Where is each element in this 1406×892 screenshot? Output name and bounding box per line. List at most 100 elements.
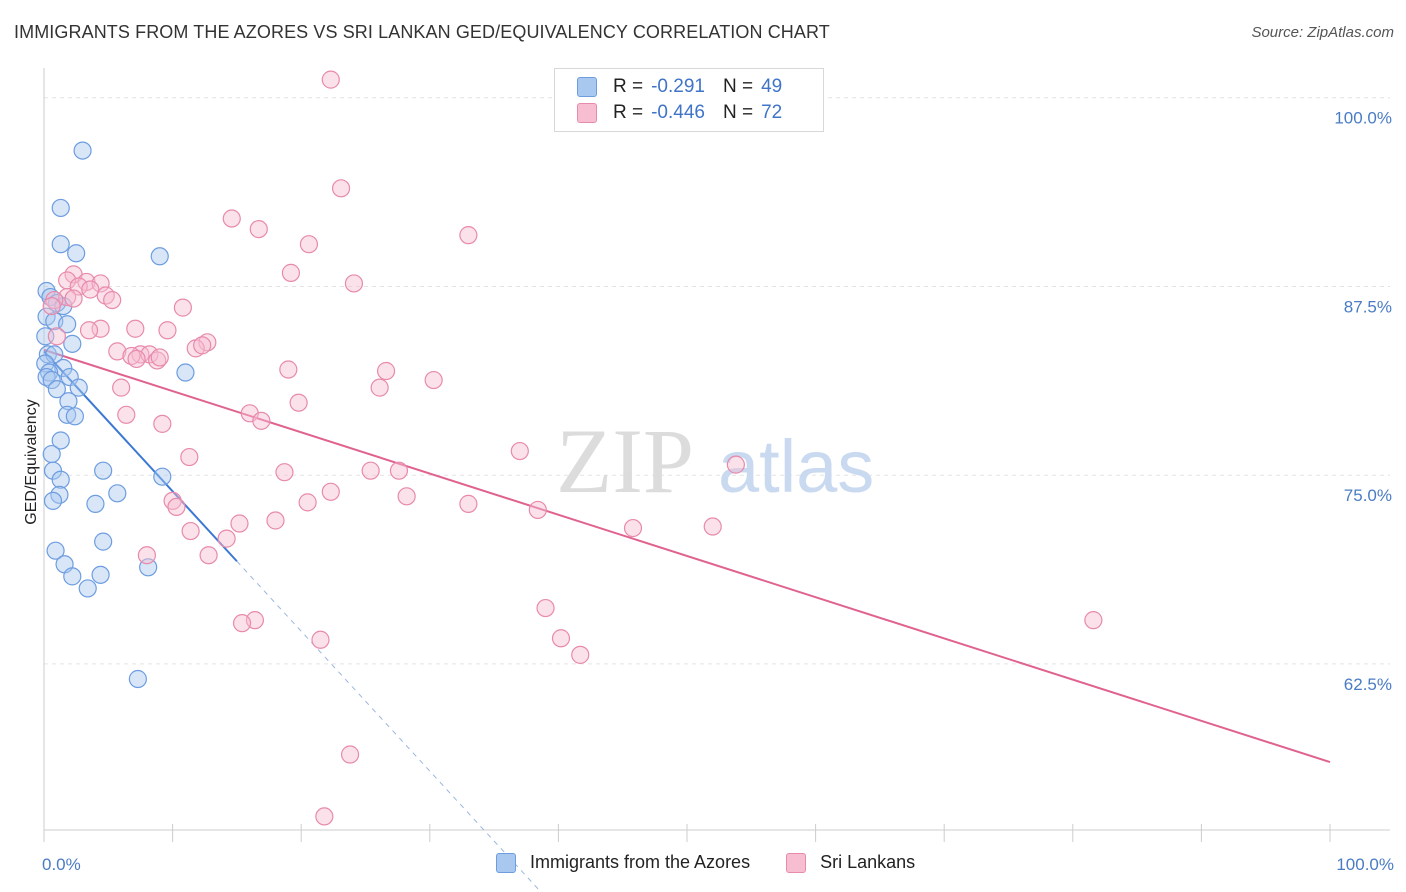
point-srilankans bbox=[726, 455, 745, 474]
legend-n-label: N = bbox=[722, 102, 754, 123]
legend-r-value: -0.291 bbox=[651, 76, 705, 97]
point-azores bbox=[67, 244, 86, 263]
data-points bbox=[36, 70, 1103, 826]
point-azores bbox=[128, 669, 147, 689]
point-srilankans bbox=[150, 348, 169, 367]
point-srilankans bbox=[148, 351, 167, 370]
point-srilankans bbox=[47, 327, 66, 346]
point-azores bbox=[94, 461, 113, 480]
x-tick-label: 100.0% bbox=[1336, 855, 1394, 874]
point-azores bbox=[108, 484, 127, 503]
point-srilankans bbox=[69, 277, 88, 296]
y-tick-label: 87.5% bbox=[1344, 297, 1392, 316]
point-srilankans bbox=[623, 518, 643, 538]
x-tick-label: 0.0% bbox=[42, 855, 81, 874]
point-azores bbox=[37, 367, 56, 387]
point-azores bbox=[36, 354, 55, 373]
series-label-srilankans: Sri Lankans bbox=[820, 852, 916, 872]
point-srilankans bbox=[289, 393, 308, 412]
legend-row-azores: R = -0.291 N = 49 bbox=[577, 75, 782, 99]
point-srilankans bbox=[91, 319, 110, 338]
point-srilankans bbox=[122, 346, 141, 366]
tick-labels: 100.0% 87.5% 75.0% 62.5% 0.0% 100.0% bbox=[42, 109, 1394, 874]
point-srilankans bbox=[64, 289, 83, 308]
point-srilankans bbox=[126, 319, 145, 338]
y-tick-label: 62.5% bbox=[1344, 675, 1392, 694]
point-azores bbox=[47, 380, 66, 399]
point-azores bbox=[150, 247, 169, 266]
point-srilankans bbox=[299, 235, 319, 254]
y-axis-label: GED/Equivalency bbox=[23, 399, 40, 524]
point-srilankans bbox=[510, 441, 529, 461]
point-srilankans bbox=[103, 290, 122, 310]
point-srilankans bbox=[81, 280, 100, 299]
legend-n-value: 72 bbox=[761, 102, 783, 123]
series-legend-srilankans[interactable]: Sri Lankans bbox=[786, 852, 915, 873]
series-swatch-srilankans bbox=[786, 852, 807, 873]
point-srilankans bbox=[181, 521, 200, 541]
point-azores bbox=[51, 198, 70, 218]
point-azores bbox=[58, 405, 77, 424]
point-azores bbox=[59, 392, 78, 411]
point-srilankans bbox=[112, 378, 131, 397]
point-azores bbox=[91, 565, 110, 584]
point-srilankans bbox=[321, 70, 340, 89]
point-srilankans bbox=[571, 645, 590, 664]
point-srilankans bbox=[266, 511, 285, 530]
point-srilankans bbox=[180, 447, 199, 467]
point-srilankans bbox=[232, 614, 252, 633]
point-srilankans bbox=[703, 517, 722, 536]
point-srilankans bbox=[79, 321, 99, 340]
stats-legend: R = -0.291 N = 49 R = -0.446 N = 72 bbox=[554, 68, 824, 132]
point-azores bbox=[51, 431, 70, 450]
legend-n-value: 49 bbox=[761, 76, 783, 97]
point-srilankans bbox=[551, 629, 571, 648]
point-srilankans bbox=[158, 321, 177, 340]
point-azores bbox=[54, 358, 73, 378]
point-azores bbox=[63, 334, 82, 353]
point-srilankans bbox=[389, 461, 409, 480]
series-swatch-azores bbox=[496, 852, 516, 873]
point-srilankans bbox=[281, 263, 301, 282]
chart-title: IMMIGRANTS FROM THE AZORES VS SRI LANKAN… bbox=[14, 22, 830, 42]
point-srilankans bbox=[370, 378, 389, 397]
point-srilankans bbox=[137, 546, 156, 565]
point-srilankans bbox=[315, 807, 334, 826]
axes bbox=[43, 68, 1390, 842]
point-azores bbox=[78, 579, 97, 598]
point-azores bbox=[42, 444, 61, 464]
watermark-zip: ZIP bbox=[556, 410, 694, 512]
point-azores bbox=[51, 470, 70, 489]
point-srilankans bbox=[397, 487, 416, 506]
point-srilankans bbox=[1084, 611, 1103, 630]
point-srilankans bbox=[459, 494, 478, 513]
point-srilankans bbox=[217, 529, 236, 548]
point-srilankans bbox=[199, 546, 218, 565]
point-srilankans bbox=[536, 598, 555, 618]
point-srilankans bbox=[376, 361, 396, 381]
point-srilankans bbox=[344, 274, 364, 293]
point-srilankans bbox=[127, 349, 146, 369]
point-azores bbox=[58, 315, 77, 334]
point-srilankans bbox=[42, 296, 61, 316]
point-srilankans bbox=[311, 630, 330, 649]
point-srilankans bbox=[298, 493, 317, 512]
trendline-extension-0 bbox=[236, 560, 542, 892]
point-azores bbox=[46, 541, 65, 560]
point-azores bbox=[69, 378, 88, 397]
point-srilankans bbox=[230, 514, 249, 533]
legend-row-srilankans: R = -0.446 N = 72 bbox=[577, 101, 782, 125]
point-srilankans bbox=[193, 336, 212, 355]
point-srilankans bbox=[361, 461, 380, 480]
point-azores bbox=[43, 491, 63, 510]
y-tick-label: 75.0% bbox=[1344, 486, 1392, 505]
series-legend-azores[interactable]: Immigrants from the Azores bbox=[496, 852, 750, 873]
point-azores bbox=[86, 494, 105, 513]
y-tick-label: 100.0% bbox=[1334, 109, 1392, 128]
point-srilankans bbox=[198, 333, 217, 352]
legend-n-label: N = bbox=[722, 76, 754, 97]
point-azores bbox=[51, 235, 70, 254]
series-label-azores: Immigrants from the Azores bbox=[530, 852, 751, 872]
legend-swatch-azores bbox=[577, 77, 597, 97]
